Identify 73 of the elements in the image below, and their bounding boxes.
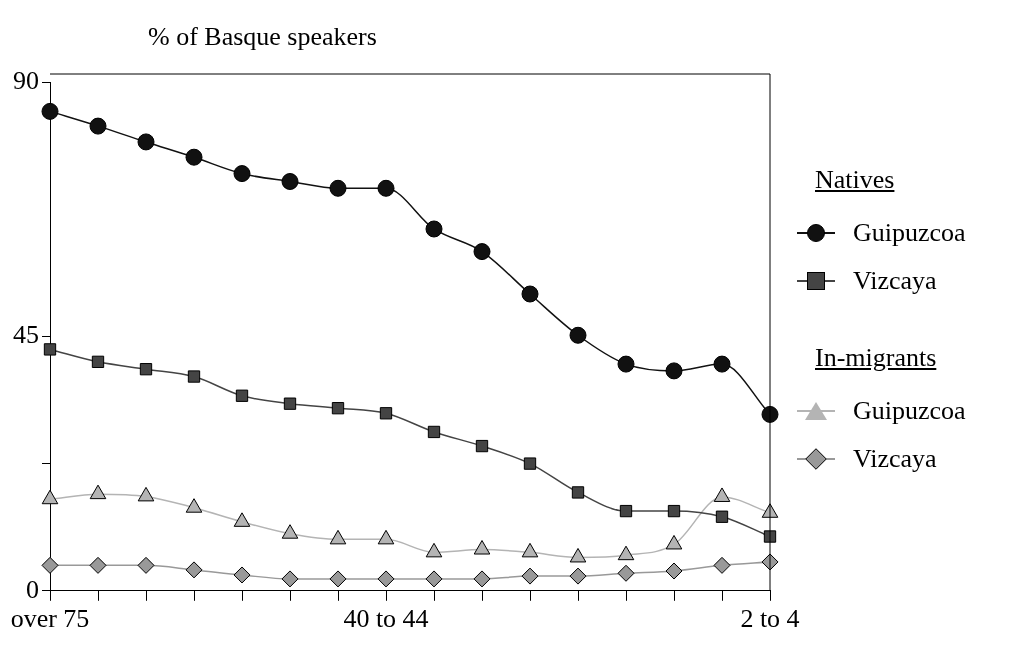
point <box>377 529 395 545</box>
point <box>569 547 587 563</box>
point <box>425 220 443 238</box>
point <box>89 556 107 574</box>
point <box>379 407 393 420</box>
point <box>665 534 683 550</box>
point <box>667 504 681 518</box>
point <box>617 355 635 373</box>
point <box>233 512 251 527</box>
point <box>89 484 107 500</box>
point <box>139 363 153 376</box>
point <box>617 545 635 561</box>
point <box>329 570 347 588</box>
point <box>425 570 443 588</box>
point <box>475 439 489 453</box>
text: Natives <box>815 165 896 195</box>
point <box>713 355 731 373</box>
point <box>665 362 683 380</box>
point <box>473 540 491 555</box>
point <box>713 556 731 574</box>
legend-label: Guipuzcoa <box>853 218 966 248</box>
point <box>281 570 299 588</box>
point <box>473 570 491 588</box>
point <box>185 561 203 579</box>
point <box>665 562 683 580</box>
point <box>619 504 633 518</box>
point <box>713 487 731 502</box>
point <box>329 529 347 545</box>
point <box>281 524 299 539</box>
point <box>331 402 345 415</box>
point <box>473 243 491 261</box>
point <box>41 489 59 505</box>
point <box>137 486 155 502</box>
y-tick-label: 45 <box>13 320 39 350</box>
point <box>521 542 539 558</box>
point <box>89 117 107 135</box>
legend-label: Vizcaya <box>853 266 937 296</box>
point <box>521 285 539 303</box>
x-tick-label: over 75 <box>10 604 90 634</box>
point <box>329 179 347 197</box>
point <box>233 165 251 183</box>
point <box>185 148 203 166</box>
point <box>187 370 201 383</box>
text: In-migrants <box>815 343 938 373</box>
point <box>91 355 105 368</box>
y-tick-label: 90 <box>13 65 39 95</box>
point <box>569 567 587 585</box>
point <box>427 425 441 439</box>
x-tick-label: 2 to 4 <box>740 604 800 634</box>
point <box>137 556 155 574</box>
point <box>523 457 537 470</box>
point <box>41 102 59 120</box>
chart-title: % of Basque speakers <box>148 22 377 52</box>
point <box>185 498 203 513</box>
point <box>521 567 539 585</box>
x-tick-label: 40 to 44 <box>343 604 429 634</box>
y-tick-label: 0 <box>26 574 39 604</box>
legend-label: Vizcaya <box>853 444 937 474</box>
point <box>569 326 587 344</box>
point <box>41 556 59 574</box>
point <box>137 133 155 151</box>
legend-label: Guipuzcoa <box>853 396 966 426</box>
point <box>377 570 395 588</box>
point <box>233 566 251 584</box>
point <box>377 179 395 197</box>
point <box>283 397 297 410</box>
point <box>43 343 57 356</box>
point <box>617 564 635 582</box>
point <box>715 510 729 523</box>
point <box>571 486 585 499</box>
point <box>281 173 299 190</box>
point <box>235 389 249 402</box>
point <box>425 542 443 558</box>
